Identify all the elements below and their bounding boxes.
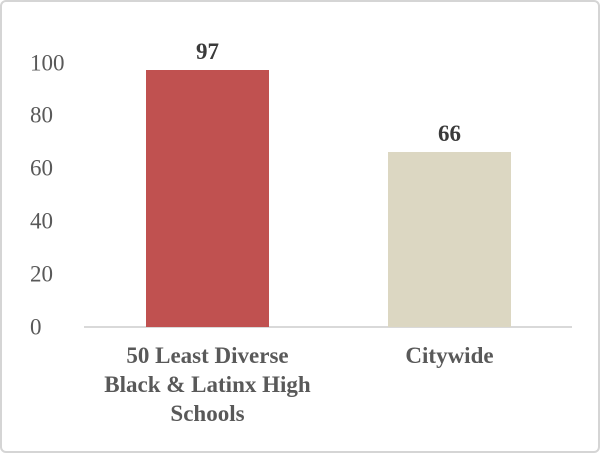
bar-value-label-citywide: 66 — [438, 121, 461, 147]
y-axis-tick-label: 100 — [30, 50, 65, 75]
bar-value-label-least-diverse: 97 — [196, 39, 219, 65]
bar-least-diverse — [146, 70, 269, 327]
y-axis-tick-label: 60 — [30, 155, 53, 181]
y-axis-tick-label: 80 — [30, 102, 53, 128]
x-axis-label-citywide: Citywide — [405, 343, 494, 368]
bar-citywide — [388, 152, 511, 327]
bar-group-citywide: 66 Citywide — [388, 2, 511, 451]
y-axis-tick-label: 20 — [30, 261, 53, 287]
x-axis-line — [84, 326, 572, 328]
y-axis-tick-label: 0 — [30, 314, 42, 340]
y-axis-tick-label: 40 — [30, 208, 53, 234]
bar-group-least-diverse: 97 50 Least Diverse Black & Latinx High … — [104, 2, 310, 451]
x-axis-label-least-diverse: 50 Least Diverse Black & Latinx High Sch… — [104, 343, 311, 426]
